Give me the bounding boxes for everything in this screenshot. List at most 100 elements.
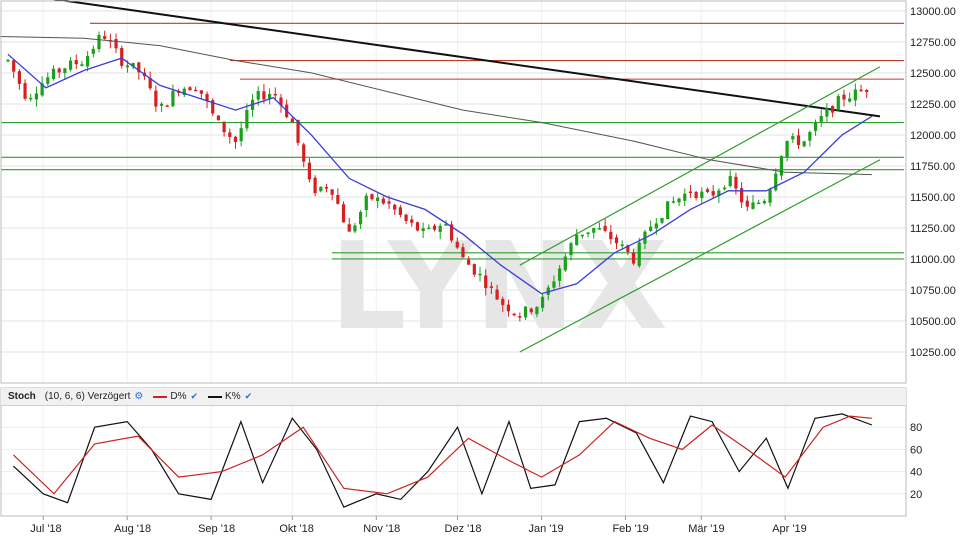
candle-body xyxy=(74,60,78,65)
y-tick-label: 11500.00 xyxy=(910,192,955,204)
candle-body xyxy=(262,91,266,100)
candle-body xyxy=(103,36,107,39)
candle-body xyxy=(626,245,630,252)
candle-body xyxy=(552,281,556,288)
candle-body xyxy=(774,173,778,191)
candle-body xyxy=(757,202,761,205)
x-tick-label: Sep '18 xyxy=(198,523,235,535)
candle-body xyxy=(194,89,198,92)
candle-body xyxy=(154,90,158,107)
d-check-icon[interactable]: ✔ xyxy=(190,391,199,401)
stoch-tick-label: 80 xyxy=(910,422,922,434)
candle-body xyxy=(785,141,789,157)
candle-body xyxy=(512,313,516,316)
candle-body xyxy=(80,64,84,66)
candle-body xyxy=(17,71,21,84)
candle-body xyxy=(813,122,818,131)
d-swatch xyxy=(153,395,168,398)
candle-body xyxy=(506,304,511,312)
candle-body xyxy=(57,68,61,73)
candle-body xyxy=(307,162,312,180)
candle-body xyxy=(324,186,329,189)
candle-body xyxy=(444,224,448,226)
stoch-legend: Stoch (10, 6, 6) Verzögert ⚙ D% ✔ K% ✔ xyxy=(1,388,906,406)
candle-body xyxy=(148,78,152,89)
candle-body xyxy=(125,65,130,68)
candle-body xyxy=(609,231,613,240)
candle-body xyxy=(222,121,226,133)
candle-body xyxy=(268,93,272,99)
x-tick-label: Mär '19 xyxy=(688,523,724,535)
x-tick-label: Nov '18 xyxy=(363,523,400,535)
candle-body xyxy=(370,194,374,200)
candle-body xyxy=(23,83,27,99)
candle-body xyxy=(330,189,334,195)
candle-body xyxy=(683,193,687,201)
candle-body xyxy=(97,34,101,50)
stoch-d-line xyxy=(12,415,872,495)
stoch-params: (10, 6, 6) Verzögert xyxy=(44,391,131,402)
candle-body xyxy=(199,90,203,94)
candle-body xyxy=(68,60,73,70)
settings-icon[interactable]: ⚙ xyxy=(134,391,144,402)
candle-body xyxy=(700,191,704,199)
candle-body xyxy=(848,98,852,102)
candle-body xyxy=(438,225,442,232)
candle-body xyxy=(649,226,653,231)
k-check-icon[interactable]: ✔ xyxy=(244,391,253,401)
candle-body xyxy=(398,207,402,215)
y-tick-label: 12500.00 xyxy=(910,68,956,80)
candle-body xyxy=(529,308,533,313)
watermark: LYNX xyxy=(330,218,668,357)
candle-body xyxy=(558,268,562,281)
x-tick-label: Jan '19 xyxy=(528,523,563,535)
x-tick-label: Feb '19 xyxy=(612,523,648,535)
candle-body xyxy=(842,94,846,100)
y-tick-label: 11750.00 xyxy=(910,161,955,173)
candle-body xyxy=(745,200,749,207)
candle-body xyxy=(768,189,772,203)
candle-body xyxy=(165,105,169,107)
candle-body xyxy=(34,93,39,100)
candle-body xyxy=(631,252,636,264)
candle-body xyxy=(387,201,391,204)
x-tick-label: Okt '18 xyxy=(279,523,314,535)
candle-body xyxy=(802,141,806,147)
trend-line xyxy=(519,66,881,266)
candle-body xyxy=(751,202,755,209)
price-panel-frame xyxy=(0,0,907,384)
candle-body xyxy=(734,176,738,189)
candle-body xyxy=(688,191,693,194)
candle-body xyxy=(427,227,431,230)
trend-line xyxy=(519,159,881,353)
candle-body xyxy=(188,87,192,91)
candle-body xyxy=(705,189,710,192)
candle-body xyxy=(654,223,658,229)
candle-body xyxy=(137,62,141,73)
candle-body xyxy=(381,198,385,204)
candle-body xyxy=(825,108,829,117)
y-tick-label: 10500.00 xyxy=(910,316,956,328)
candle-body xyxy=(597,228,602,230)
candle-body xyxy=(51,68,56,79)
stoch-tick-label: 40 xyxy=(910,467,922,479)
candle-body xyxy=(535,306,539,315)
candle-body xyxy=(364,195,368,211)
candle-body xyxy=(228,132,232,137)
candle-body xyxy=(211,100,215,114)
y-tick-label: 13000.00 xyxy=(910,6,956,18)
candle-body xyxy=(455,241,459,248)
candle-body xyxy=(762,200,766,204)
candle-body xyxy=(239,128,243,142)
candle-body xyxy=(484,275,488,289)
candle-body xyxy=(313,177,317,194)
stoch-title: Stoch xyxy=(8,391,36,402)
candle-body xyxy=(46,77,50,84)
candle-body xyxy=(29,97,33,100)
candle-body xyxy=(523,306,528,318)
candle-body xyxy=(796,135,801,146)
candle-body xyxy=(740,188,744,203)
candle-body xyxy=(831,106,835,113)
y-tick-label: 12750.00 xyxy=(910,37,956,49)
